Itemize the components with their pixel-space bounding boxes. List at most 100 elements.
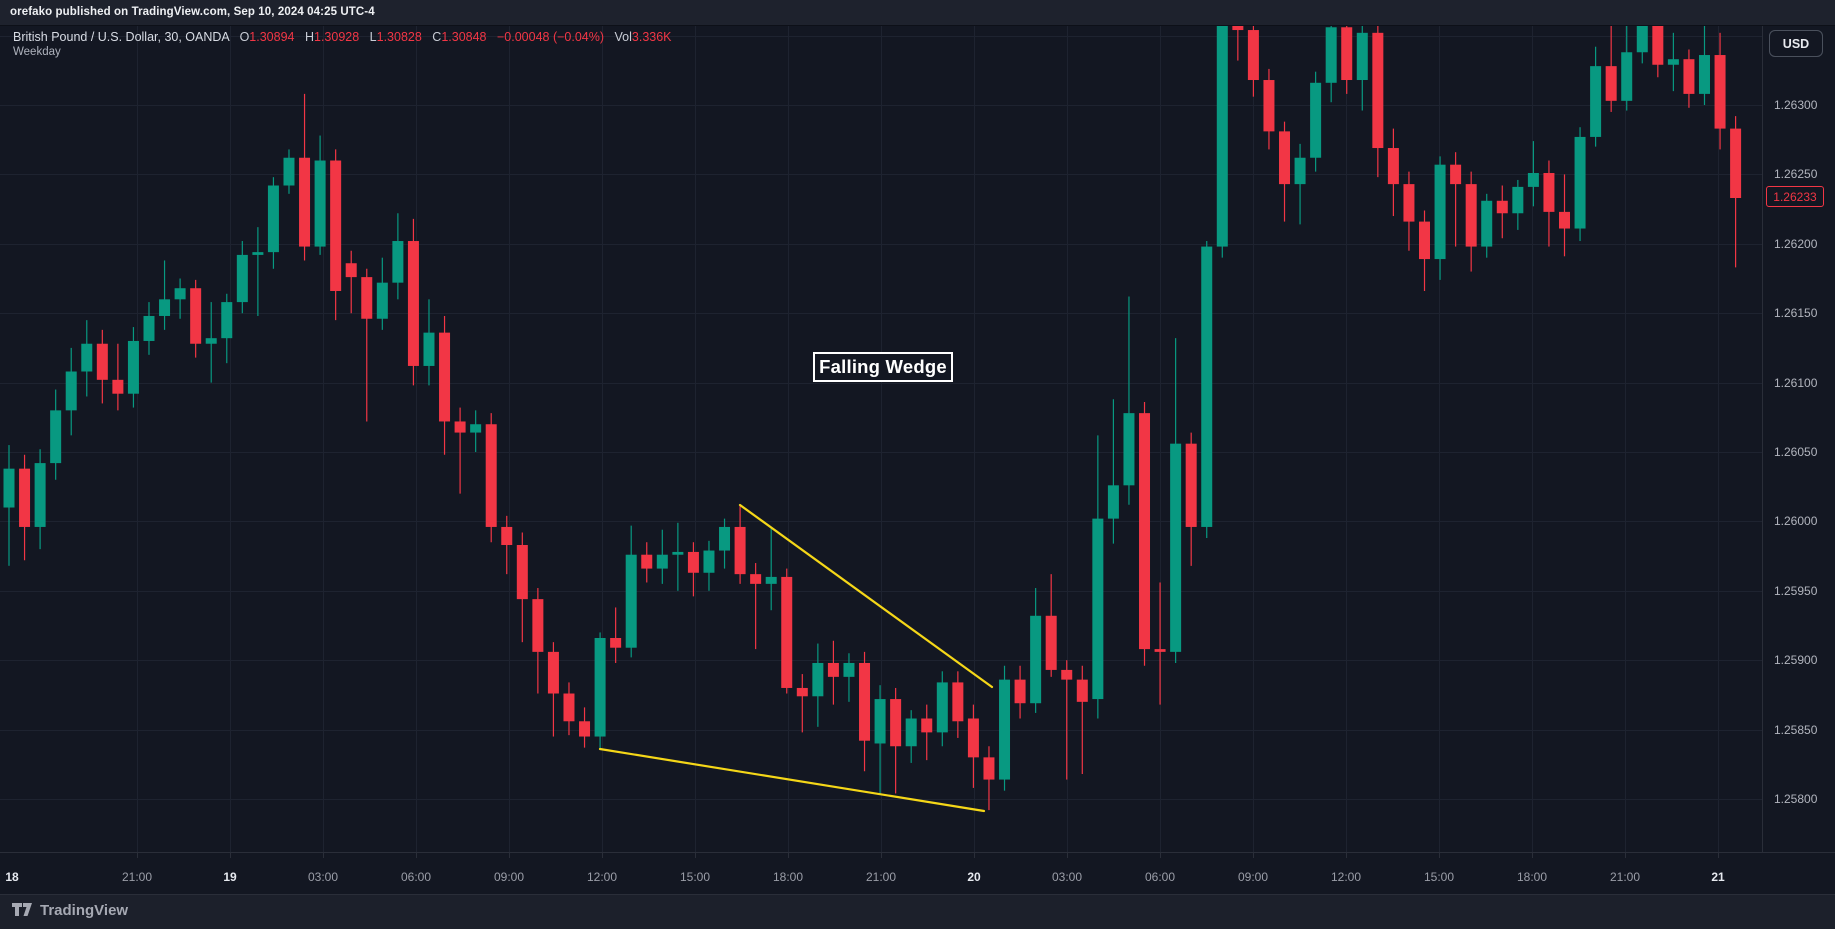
chart-legend[interactable]: British Pound / U.S. Dollar, 30, OANDA O… — [13, 30, 672, 44]
price-axis-label: 1.26300 — [1774, 98, 1818, 112]
time-axis-label: 15:00 — [679, 870, 711, 884]
candle — [1341, 26, 1353, 94]
tradingview-wordmark: TradingView — [40, 902, 129, 919]
candle — [1652, 26, 1664, 78]
candle — [952, 671, 964, 738]
candle — [1092, 435, 1104, 719]
symbol-title[interactable]: British Pound / U.S. Dollar, 30, OANDA — [13, 30, 230, 44]
legend-row-weekday[interactable]: Weekday — [13, 46, 61, 58]
grid-lines — [0, 26, 1762, 852]
candle — [563, 682, 575, 736]
price-axis-label: 1.26050 — [1774, 445, 1818, 459]
candle — [547, 642, 559, 737]
time-axis-label: 21:00 — [865, 870, 897, 884]
candle — [454, 407, 466, 494]
time-axis-label: 12:00 — [1330, 870, 1362, 884]
falling-wedge-annotation[interactable]: Falling Wedge — [813, 352, 953, 382]
candle — [1450, 152, 1462, 247]
candle — [1232, 26, 1244, 61]
candle — [1636, 26, 1648, 64]
time-axis-tick — [1532, 853, 1533, 858]
candle — [1279, 121, 1291, 222]
candle — [874, 685, 886, 794]
time-axis-label: 21:00 — [1609, 870, 1641, 884]
candle — [1061, 660, 1073, 780]
candle — [470, 410, 482, 452]
candle — [1730, 116, 1742, 268]
candle — [50, 389, 62, 480]
time-axis-tick — [1439, 853, 1440, 858]
time-axis-label: 15:00 — [1423, 870, 1455, 884]
candle — [983, 746, 995, 811]
time-axis[interactable]: 18 21:00 19 03:00 06:00 09:00 12:00 15:00 18:00 2… — [0, 852, 1835, 895]
candle — [330, 149, 342, 321]
candle — [439, 315, 451, 455]
price-axis-label: 1.25900 — [1774, 653, 1818, 668]
time-axis-tick — [788, 853, 789, 858]
candle — [1263, 68, 1275, 150]
time-axis-label: 21 — [1711, 870, 1725, 884]
candle — [1559, 174, 1570, 257]
candle — [314, 135, 326, 255]
candle — [1154, 582, 1166, 705]
candle — [236, 241, 248, 314]
candle — [1512, 179, 1524, 230]
tradingview-brand-link[interactable]: TradingView — [12, 902, 128, 919]
price-axis-label: 1.26150 — [1774, 306, 1818, 321]
price-axis-label: 1.26100 — [1774, 375, 1818, 390]
currency-toggle-button[interactable]: USD — [1769, 30, 1823, 57]
candle — [1030, 588, 1042, 713]
candle — [159, 260, 171, 330]
volume-label: Vol — [614, 30, 632, 44]
candle — [1605, 26, 1617, 112]
candle — [345, 250, 357, 314]
falling-wedge-lines[interactable] — [598, 503, 994, 813]
time-axis-tick — [323, 853, 324, 858]
candle — [967, 704, 979, 788]
candle — [936, 671, 948, 747]
candle — [812, 643, 824, 727]
tradingview-logo-icon — [12, 903, 32, 916]
candle — [65, 347, 77, 436]
candle — [96, 329, 108, 404]
candle — [579, 707, 591, 748]
candle — [1325, 26, 1337, 103]
low-label: L — [369, 30, 377, 44]
candle — [1310, 71, 1322, 172]
candle — [1014, 665, 1026, 719]
candle — [1185, 432, 1197, 566]
candle — [1045, 574, 1057, 677]
candle — [656, 529, 668, 584]
time-axis-label: 09:00 — [1237, 870, 1269, 884]
candle — [672, 522, 684, 591]
candle — [843, 653, 855, 702]
volume-value: 3.336K — [631, 30, 672, 44]
candle — [1481, 193, 1493, 258]
candle — [687, 542, 699, 597]
candle — [905, 710, 917, 763]
candle — [1527, 141, 1539, 207]
price-axis[interactable]: USD 1.26233 1.26300 1.26250 1.26200 1.26150… — [1762, 26, 1835, 852]
time-axis-label: 12:00 — [586, 870, 618, 884]
change-value: −0.00048 (−0.04%) — [497, 30, 605, 44]
price-axis-label: 1.25850 — [1774, 722, 1818, 737]
price-axis-label: 1.26200 — [1774, 236, 1818, 251]
candle — [1294, 143, 1306, 225]
candle — [999, 665, 1011, 791]
time-axis-tick — [1067, 853, 1068, 858]
candle — [81, 320, 93, 397]
candle — [1434, 156, 1446, 280]
candle — [1247, 26, 1259, 97]
candle — [376, 257, 388, 330]
publish-text: orefako published on TradingView.com, Se… — [10, 6, 375, 18]
candle — [890, 687, 902, 794]
candle — [299, 93, 311, 261]
candle — [267, 177, 279, 269]
candle — [750, 563, 762, 650]
candle — [127, 327, 139, 408]
candle — [1372, 26, 1384, 178]
candle — [1574, 127, 1586, 242]
candle — [1139, 402, 1151, 666]
candle — [703, 540, 715, 591]
